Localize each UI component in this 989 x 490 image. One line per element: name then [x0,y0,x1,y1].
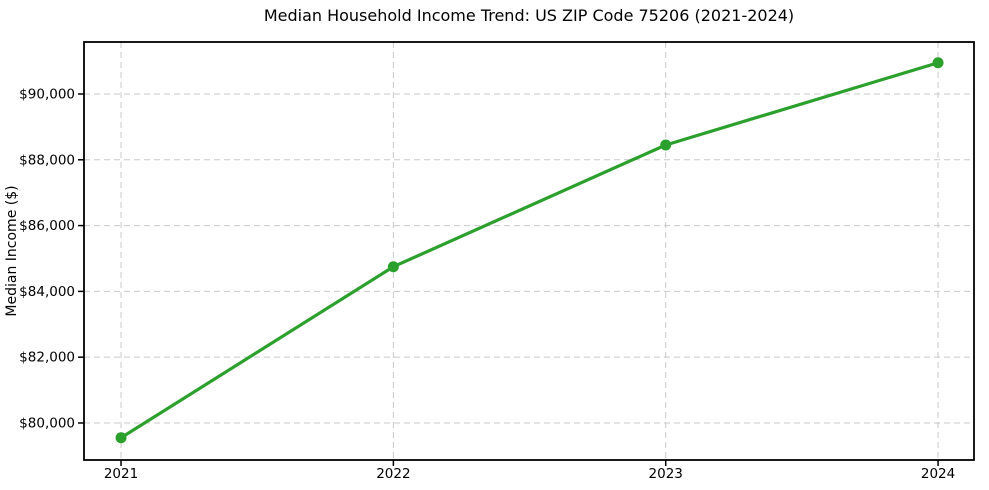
tick-label-layer: 2021 2022 2023 2024 $80,000 $82,000 $84,000 $86… [19,86,955,482]
x-tick-label: 2021 [104,466,138,482]
data-point-2024 [932,57,944,69]
y-tick-label: $84,000 [19,284,75,300]
data-point-2023 [660,139,672,151]
axes-layer [78,41,975,466]
y-tick-label: $88,000 [19,152,75,168]
y-axis-label: Median Income ($) [4,185,20,316]
y-tick-label: $82,000 [19,350,75,366]
data-point-2022 [387,261,399,273]
y-tick-label: $80,000 [19,415,75,431]
x-tick-label: 2023 [649,466,683,482]
plot-border [83,41,975,461]
grid-layer [84,42,974,460]
y-tick-label: $86,000 [19,218,75,234]
income-trend-line [119,61,940,440]
y-tick-label: $90,000 [19,86,75,102]
series-layer [115,57,944,444]
data-point-2021 [115,432,127,444]
x-tick-label: 2022 [376,466,410,482]
x-tick-label: 2024 [921,466,955,482]
chart-title: Median Household Income Trend: US ZIP Co… [264,6,794,25]
